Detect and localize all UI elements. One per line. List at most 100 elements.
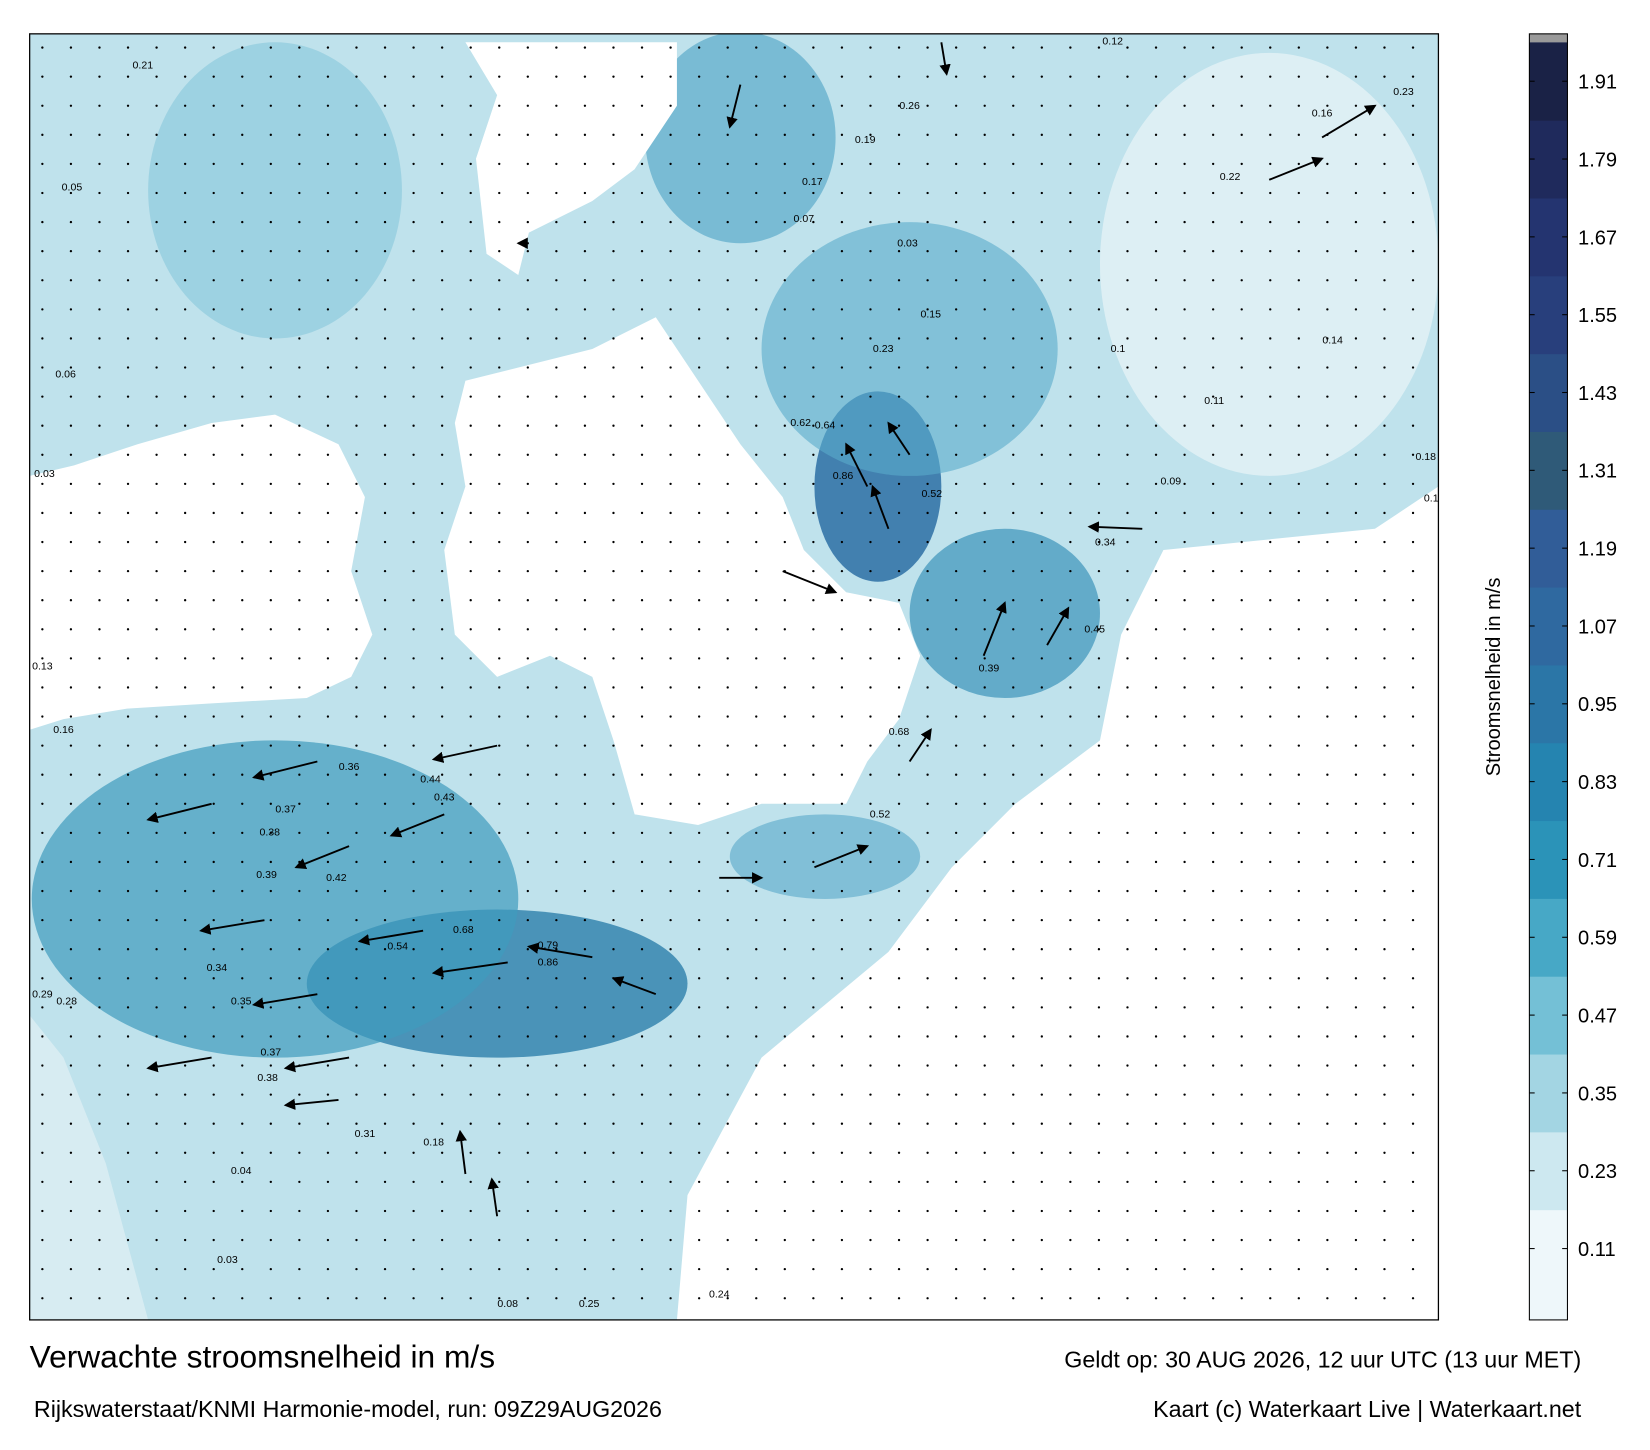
grid-dot [155,744,158,747]
grid-dot [326,453,330,456]
grid-dot [298,1238,301,1242]
grid-dot [1069,308,1072,311]
grid-dot [412,1093,415,1096]
grid-dot [612,1093,615,1096]
grid-dot [526,569,529,573]
grid-dot [755,918,758,922]
grid-dot [755,860,758,864]
grid-dot [812,860,815,864]
grid-dot [697,1064,701,1067]
grid-dot [1211,191,1215,195]
grid-dot [355,1064,358,1067]
grid-dot [1354,715,1358,718]
grid-dot [897,453,901,456]
grid-dot [783,366,786,369]
grid-dot [383,1180,387,1184]
grid-dot [669,744,672,747]
grid-dot [412,279,415,282]
grid-dot [298,715,301,718]
grid-dot [555,1093,558,1096]
grid-dot [726,1122,729,1125]
grid-dot [1040,482,1043,486]
grid-dot [440,569,444,573]
grid-dot [1183,279,1186,282]
grid-dot [1269,424,1272,427]
grid-dot [1297,162,1300,166]
grid-dot [869,686,872,689]
grid-dot [298,162,301,166]
grid-dot [526,220,529,224]
grid-dot [498,918,501,922]
grid-dot [983,1006,986,1009]
grid-dot [783,104,786,107]
grid-dot [241,1035,244,1038]
grid-dot [555,715,558,718]
grid-dot [1211,366,1215,369]
grid-dot [1211,1151,1215,1154]
grid-dot [726,1151,729,1154]
grid-dot [1097,191,1101,195]
grid-dot [869,1297,872,1300]
grid-dot [1211,831,1215,835]
grid-dot [812,657,815,660]
grid-dot [812,453,815,456]
grid-dot [983,1297,986,1300]
grid-dot [1069,511,1072,515]
speed-label: 0.43 [434,792,455,804]
grid-dot [212,424,215,427]
grid-dot [212,482,215,486]
grid-dot [269,918,272,922]
grid-dot [1126,1035,1129,1038]
grid-dot [155,482,158,486]
grid-dot [526,657,529,660]
arrow [887,421,911,456]
grid-dot [1326,918,1329,922]
grid-dot [1183,337,1186,340]
grid-dot [697,831,701,835]
grid-dot [726,860,729,864]
grid-dot [583,1151,587,1154]
grid-dot [726,831,729,835]
grid-dot [440,104,444,107]
grid-dot [983,395,986,398]
grid-dot [41,366,44,369]
grid-dot [1240,918,1243,922]
grid-dot [326,395,330,398]
grid-dot [1354,191,1358,195]
speed-label: 0.86 [833,470,854,482]
grid-dot [1126,162,1129,166]
grid-dot [355,715,358,718]
grid-dot [269,657,272,660]
grid-dot [1183,773,1186,776]
grid-dot [840,511,844,515]
grid-dot [355,773,358,776]
grid-dot [526,1267,529,1271]
grid-dot [98,482,101,486]
grid-dot [526,1209,529,1213]
grid-dot [840,948,844,951]
grid-dot [697,424,701,427]
arrow [455,1129,467,1175]
grid-dot [1012,715,1015,718]
grid-dot [869,104,872,107]
grid-dot [1183,599,1186,602]
grid-dot [41,1151,44,1154]
grid-dot [326,540,330,544]
grid-dot [355,366,358,369]
grid-dot [1183,104,1186,107]
grid-dot [41,1006,44,1009]
grid-dot [1211,162,1215,166]
grid-dot [412,599,415,602]
grid-dot [1240,424,1243,427]
grid-dot [41,977,44,980]
grid-dot [1097,1093,1101,1096]
grid-dot [298,628,301,631]
speed-label: 0.68 [453,924,474,936]
grid-dot [1069,1267,1072,1271]
grid-dot [869,220,872,224]
grid-dot [126,366,130,369]
grid-dot [69,395,73,398]
grid-dot [783,1238,786,1242]
grid-dot [1012,802,1015,805]
grid-dot [1269,162,1272,166]
